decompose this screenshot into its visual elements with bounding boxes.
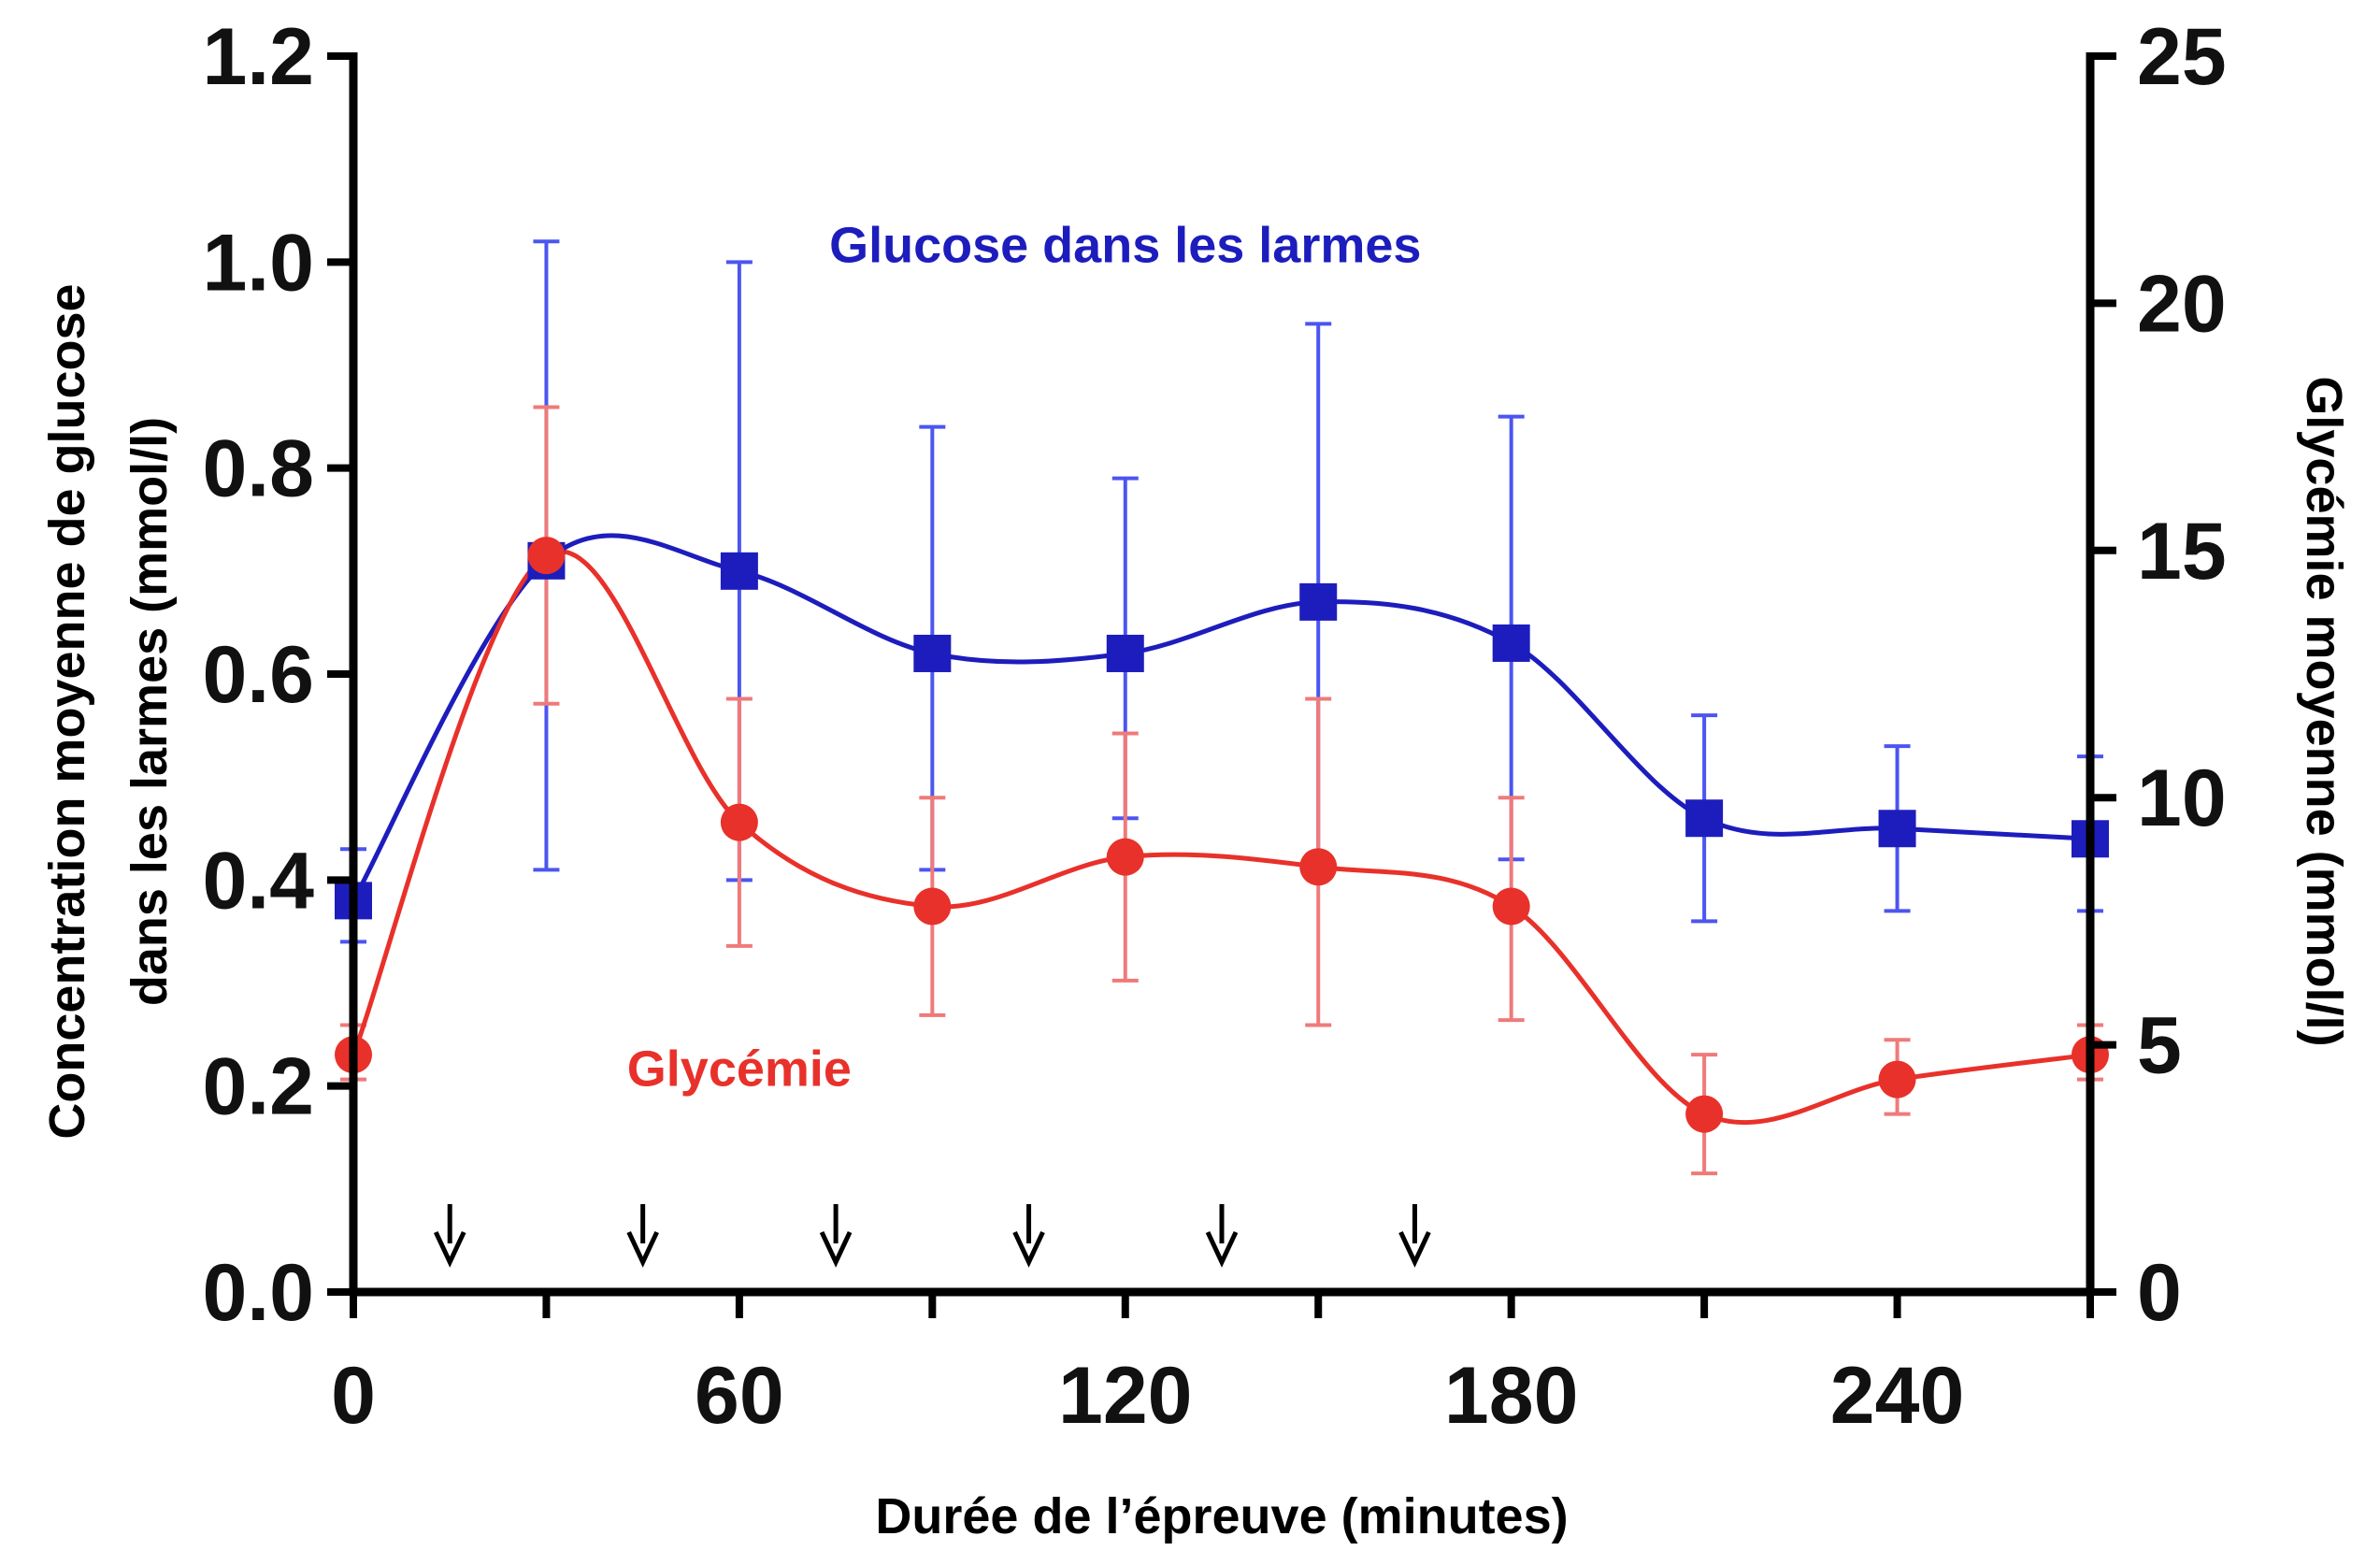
blood-glucose-point	[720, 803, 758, 841]
y-right-tick-label: 10	[2137, 754, 2227, 843]
blood-glucose-point	[1878, 1060, 1916, 1098]
y-left-axis-title-line2: dans les larmes (mmol/l)	[122, 417, 178, 1006]
tear-glucose-point	[1878, 810, 1916, 848]
blood-glucose-point	[1106, 838, 1144, 876]
x-tick-label: 0	[331, 1351, 376, 1441]
y-left-tick-label: 0.6	[202, 630, 314, 720]
blood-glucose-point	[527, 537, 566, 575]
axes-layer: 0 60 120 180 240 0.0 0.2 0.4 0.6 0.8 1.0 1.2 0 5 10 15 2…	[202, 12, 2226, 1441]
tear-glucose-label: Glucose dans les larmes	[829, 217, 1421, 273]
down-arrow-head	[1205, 1230, 1239, 1268]
curves-layer	[351, 533, 2091, 1126]
y-left-tick-label: 0.0	[202, 1248, 314, 1338]
blood-glucose-label: Glycémie	[627, 1041, 852, 1098]
y-right-tick-label: 20	[2137, 259, 2227, 349]
x-tick-label: 60	[695, 1351, 784, 1441]
down-arrow-head	[819, 1230, 853, 1268]
blood-glucose-point	[1299, 848, 1338, 886]
tear-glucose-point	[1492, 624, 1530, 662]
blood-glucose-point	[1492, 887, 1530, 926]
y-left-tick-label: 1.2	[202, 12, 314, 102]
blood-glucose-line	[351, 549, 2091, 1126]
markers-layer	[335, 537, 2109, 1133]
y-left-tick-label: 1.0	[202, 218, 314, 308]
tear-glucose-line	[351, 533, 2091, 902]
down-arrow-head	[1398, 1230, 1431, 1268]
down-arrow-head	[1012, 1230, 1045, 1268]
down-arrow-icon	[1012, 1204, 1045, 1268]
y-right-tick-label: 0	[2137, 1248, 2182, 1338]
down-arrow-icon	[433, 1204, 466, 1268]
x-tick-label: 180	[1444, 1351, 1579, 1441]
error-bars-layer	[340, 239, 2103, 1176]
y-right-tick-label: 25	[2137, 12, 2227, 102]
tear-glucose-point	[720, 552, 758, 590]
labels-layer: Glucose dans les larmes Glycémie Durée de …	[39, 217, 2352, 1544]
y-right-tick-label: 5	[2137, 1001, 2182, 1091]
y-left-tick-label: 0.8	[202, 424, 314, 514]
x-axis-title: Durée de l’épreuve (minutes)	[875, 1488, 1568, 1544]
down-arrow-icon	[1205, 1204, 1239, 1268]
y-left-tick-label: 0.4	[202, 836, 314, 926]
tear-glucose-point	[1685, 799, 1724, 838]
blood-glucose-point	[913, 887, 952, 926]
tear-glucose-point	[1299, 582, 1338, 621]
y-left-axis-title-line1: Concentration moyenne de glucose	[39, 283, 95, 1139]
x-tick-label: 120	[1058, 1351, 1193, 1441]
down-arrow-head	[433, 1230, 466, 1268]
y-right-axis-title: Glycémie moyenne (mmol/l)	[2296, 376, 2352, 1046]
blood-glucose-point	[1685, 1095, 1724, 1133]
x-tick-label: 240	[1830, 1351, 1965, 1441]
down-arrow-icon	[1398, 1204, 1431, 1268]
down-arrow-icon	[626, 1204, 659, 1268]
y-left-tick-label: 0.2	[202, 1042, 314, 1132]
y-right-tick-label: 15	[2137, 507, 2227, 596]
down-arrow-icon	[819, 1204, 853, 1268]
tear-glucose-point	[1106, 634, 1144, 672]
tear-glucose-point	[913, 634, 952, 672]
down-arrow-head	[626, 1230, 659, 1268]
